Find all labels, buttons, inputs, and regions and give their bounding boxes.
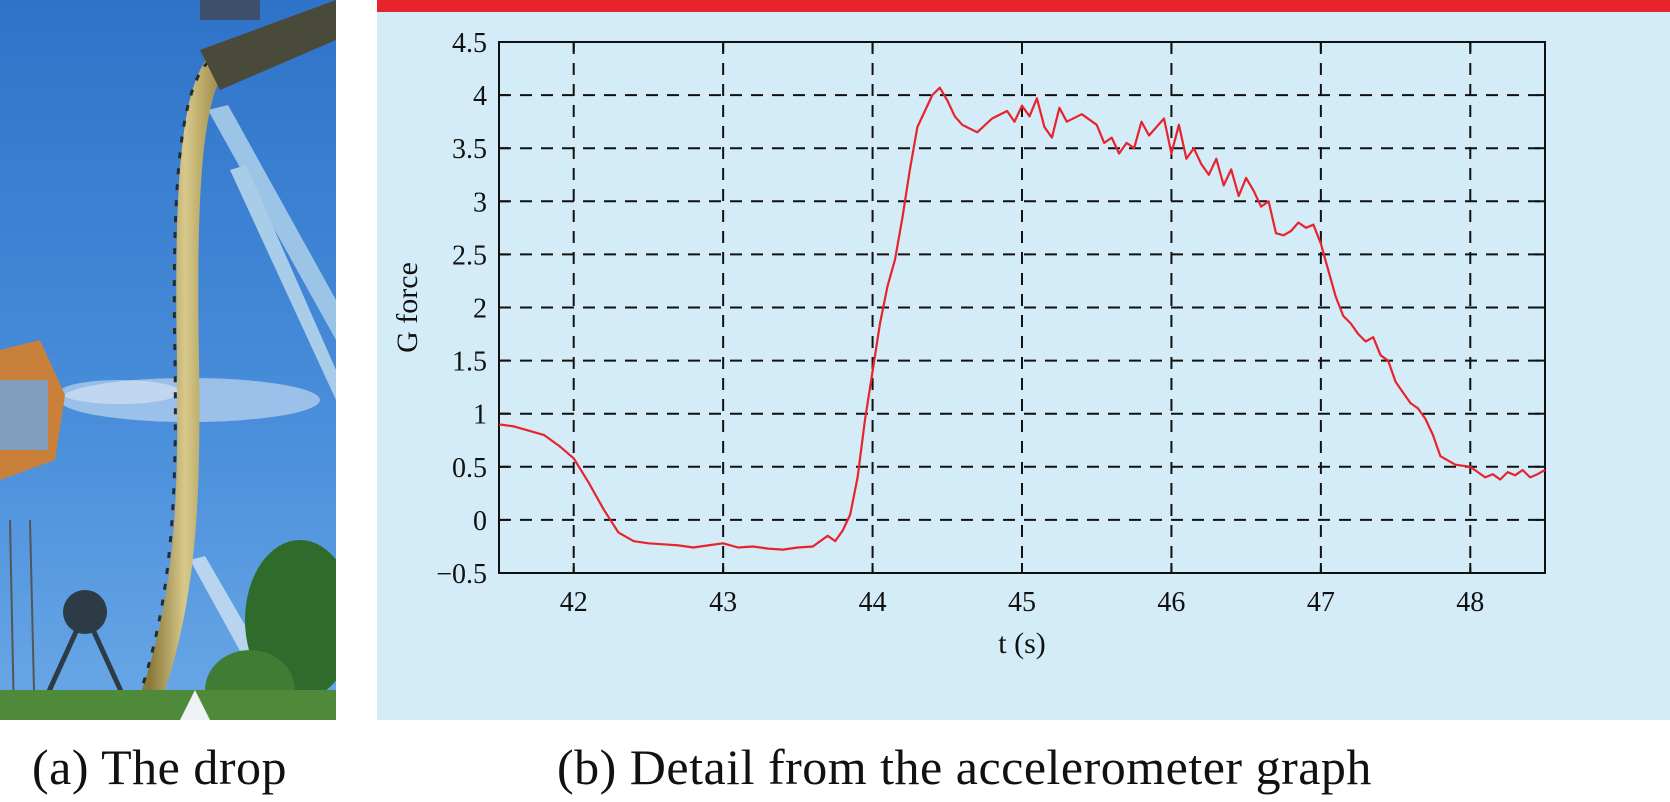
y-tick-label: 3 [473,187,487,218]
chart-top-bar [377,0,1670,12]
y-tick-label: 2 [473,294,487,325]
y-tick-label: 4.5 [452,28,487,59]
drop-platform [200,0,336,90]
tick-marks [499,41,1545,574]
x-tick-labels: 42 43 44 45 46 47 48 [560,587,1485,618]
tower-cable [9,519,15,720]
roller-coaster-illustration [0,0,336,720]
g-force-series-line [498,86,1546,551]
accelerometer-chart: 42 43 44 45 46 47 48 −0.500.511.522.533.544.5 … [377,0,1670,720]
cloud [60,380,180,404]
tent-roof [180,690,210,720]
x-tick-label: 43 [709,587,737,618]
platform-railing [200,0,260,20]
accelerometer-chart-panel: 42 43 44 45 46 47 48 −0.5 0 0.5 1 1.5 2 2.5 3 3.5 4 4.5 … [377,0,1670,720]
x-tick-label: 46 [1157,587,1185,618]
ground-vegetation [0,690,336,720]
y-tick-label: 4 [473,81,487,112]
x-tick-label: 45 [1008,587,1036,618]
support-pillar [230,165,336,400]
y-axis-label: G force [391,262,424,353]
x-tick-label: 44 [859,587,887,618]
caption-the-drop: (a) The drop [32,739,287,795]
x-tick-label: 48 [1456,587,1484,618]
y-tick-label: 0 [473,506,487,537]
x-axis-label: t (s) [998,627,1046,660]
y-tick-label: 1 [473,400,487,431]
tower-cable [29,519,35,691]
y-tick-label: 3.5 [452,134,487,165]
tower-window [0,380,48,450]
y-tick-label: −0.5 [436,559,487,590]
photo-the-drop [0,0,336,720]
x-tick-label: 47 [1307,587,1335,618]
y-tick-label: 1.5 [452,347,487,378]
grid-lines [499,42,1545,573]
y-tick-labels: −0.5 0 0.5 1 1.5 2 2.5 3 3.5 4 4.5 [436,28,487,590]
x-tick-label: 42 [560,587,588,618]
swing-ride-leg [42,610,88,702]
caption-accelerometer-detail: (b) Detail from the accelerometer graph [557,739,1372,795]
y-tick-label: 0.5 [452,453,487,484]
y-tick-label: 2.5 [452,240,487,271]
coaster-track [139,52,229,704]
series-layer [498,86,1546,551]
support-pillar [208,105,336,340]
swing-ride-leg [82,610,128,702]
